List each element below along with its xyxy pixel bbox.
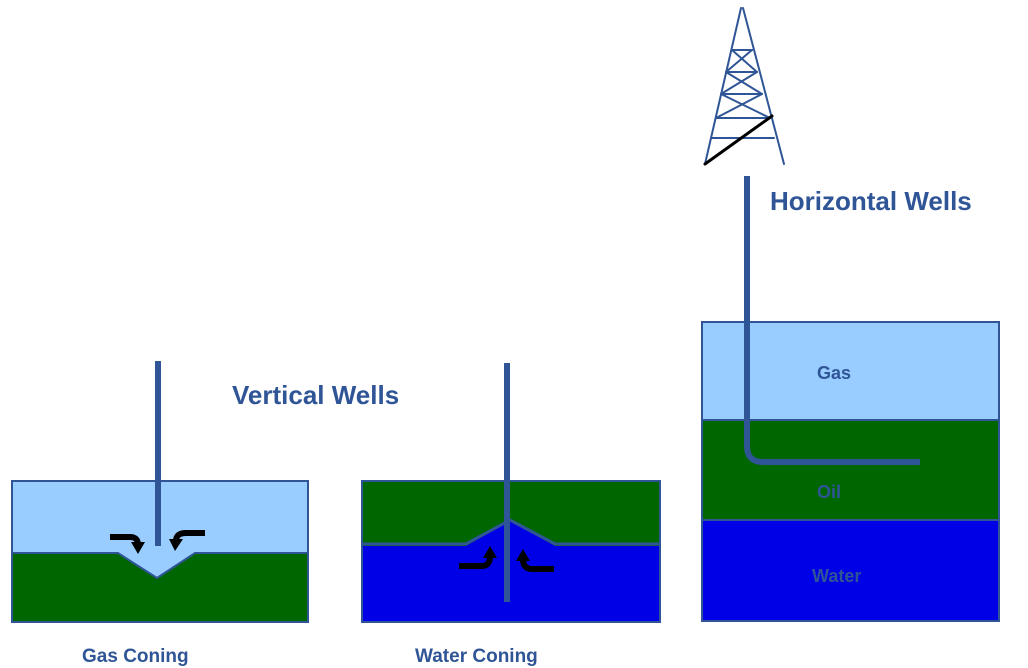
horizontal-well-box [701, 176, 1000, 622]
gas-layer [702, 322, 999, 420]
gas-layer-label: Gas [817, 363, 852, 383]
gas-oil-contact [12, 552, 308, 580]
gas-coning-box [11, 361, 309, 623]
water-layer-label: Water [812, 566, 862, 586]
arrowhead-right [169, 539, 183, 551]
horizontal-wells-title: Horizontal Wells [770, 186, 972, 216]
oil-layer-label: Oil [817, 482, 842, 502]
water-layer [362, 546, 660, 622]
horizontal-well [744, 176, 920, 465]
water-cone [466, 521, 555, 546]
gas-coning-caption: Gas Coning [82, 646, 189, 667]
water-coning-box [361, 363, 661, 623]
water-layer [702, 520, 999, 621]
box-border [701, 321, 1000, 622]
arrowhead-right [516, 549, 530, 561]
oil-layer [702, 420, 999, 520]
gas-cone [118, 553, 195, 578]
vertical-wells-title: Vertical Wells [232, 380, 400, 410]
arrowhead-left [131, 542, 145, 554]
water-coning-caption: Water Coning [415, 646, 538, 667]
arrowhead-left [483, 546, 497, 558]
box-border [361, 480, 661, 623]
derrick-icon [703, 7, 785, 166]
